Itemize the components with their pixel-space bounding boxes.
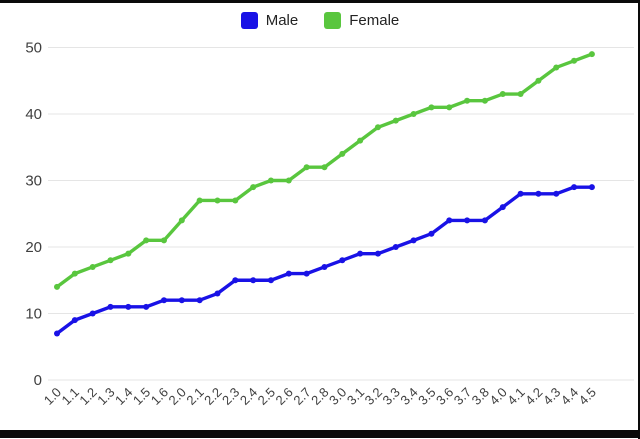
legend-item-female[interactable]: Female: [324, 12, 399, 29]
legend-label-female: Female: [349, 12, 400, 29]
data-point[interactable]: [321, 164, 328, 171]
data-point[interactable]: [588, 51, 595, 58]
data-point[interactable]: [553, 64, 560, 71]
data-point[interactable]: [535, 190, 542, 197]
data-point[interactable]: [214, 197, 221, 204]
window-bottom-border: [0, 430, 640, 438]
series-female[interactable]: [54, 51, 595, 290]
data-point[interactable]: [588, 184, 595, 191]
data-point[interactable]: [446, 104, 453, 111]
data-point[interactable]: [321, 263, 328, 270]
data-point[interactable]: [339, 257, 346, 264]
data-point[interactable]: [160, 297, 167, 304]
data-point[interactable]: [357, 137, 364, 144]
legend-label-male: Male: [265, 12, 299, 29]
data-point[interactable]: [357, 250, 364, 257]
data-point[interactable]: [303, 164, 310, 171]
data-point[interactable]: [303, 270, 310, 277]
data-point[interactable]: [410, 237, 417, 244]
data-point[interactable]: [125, 250, 132, 257]
data-point[interactable]: [571, 57, 578, 64]
data-point[interactable]: [499, 91, 506, 98]
data-point[interactable]: [285, 177, 292, 184]
y-tick-label: 40: [25, 106, 42, 123]
legend-item-male[interactable]: Male: [240, 12, 299, 29]
data-point[interactable]: [392, 117, 399, 124]
chart-legend: Male Female: [0, 12, 640, 29]
data-point[interactable]: [89, 263, 96, 270]
data-point[interactable]: [54, 330, 60, 337]
y-tick-label: 50: [25, 40, 42, 57]
series-line: [55, 185, 594, 336]
data-point[interactable]: [143, 303, 150, 310]
y-tick-label: 0: [34, 372, 42, 389]
data-point[interactable]: [553, 190, 560, 197]
data-point[interactable]: [250, 184, 257, 191]
data-point[interactable]: [178, 217, 185, 224]
series-male[interactable]: [54, 184, 595, 337]
data-point[interactable]: [339, 150, 346, 157]
data-point[interactable]: [107, 303, 114, 310]
x-axis-labels: 1.01.11.21.31.41.51.62.02.12.22.32.42.52…: [41, 385, 599, 408]
y-tick-label: 10: [25, 306, 42, 323]
data-point[interactable]: [535, 77, 542, 84]
data-point[interactable]: [464, 97, 471, 104]
data-point[interactable]: [232, 197, 239, 204]
data-point[interactable]: [517, 91, 524, 98]
y-axis-labels: 0 10 20 30 40 50: [25, 40, 42, 390]
data-point[interactable]: [196, 197, 203, 204]
data-point[interactable]: [267, 177, 274, 184]
window-right-border: [638, 0, 640, 439]
data-point[interactable]: [374, 250, 381, 257]
gridlines: [48, 47, 634, 381]
male-color-swatch: [240, 12, 258, 29]
data-point[interactable]: [410, 111, 417, 117]
data-point[interactable]: [285, 270, 292, 277]
data-point[interactable]: [499, 204, 506, 211]
female-color-swatch: [324, 12, 342, 29]
data-point[interactable]: [428, 230, 435, 237]
window-top-border: [0, 0, 640, 3]
data-point[interactable]: [71, 317, 78, 324]
y-tick-label: 20: [25, 239, 42, 256]
data-point[interactable]: [71, 270, 78, 277]
data-point[interactable]: [392, 244, 399, 250]
data-point[interactable]: [54, 283, 60, 290]
data-point[interactable]: [446, 217, 453, 224]
data-point[interactable]: [267, 277, 274, 284]
data-point[interactable]: [107, 257, 114, 264]
data-point[interactable]: [196, 297, 203, 304]
data-point[interactable]: [428, 104, 435, 111]
data-point[interactable]: [143, 237, 150, 244]
data-point[interactable]: [178, 297, 185, 304]
data-point[interactable]: [125, 303, 132, 310]
data-point[interactable]: [160, 237, 167, 244]
data-point[interactable]: [374, 124, 381, 131]
data-point[interactable]: [481, 217, 488, 224]
data-point[interactable]: [89, 310, 96, 317]
data-point[interactable]: [232, 277, 239, 284]
data-point[interactable]: [571, 184, 578, 191]
y-tick-label: 30: [25, 173, 42, 190]
data-point[interactable]: [250, 277, 257, 284]
x-tick-label: 4.5: [576, 385, 599, 408]
series-line: [55, 52, 594, 289]
data-point[interactable]: [214, 290, 221, 297]
data-point[interactable]: [481, 97, 488, 104]
data-point[interactable]: [464, 217, 471, 224]
data-point[interactable]: [517, 190, 524, 197]
